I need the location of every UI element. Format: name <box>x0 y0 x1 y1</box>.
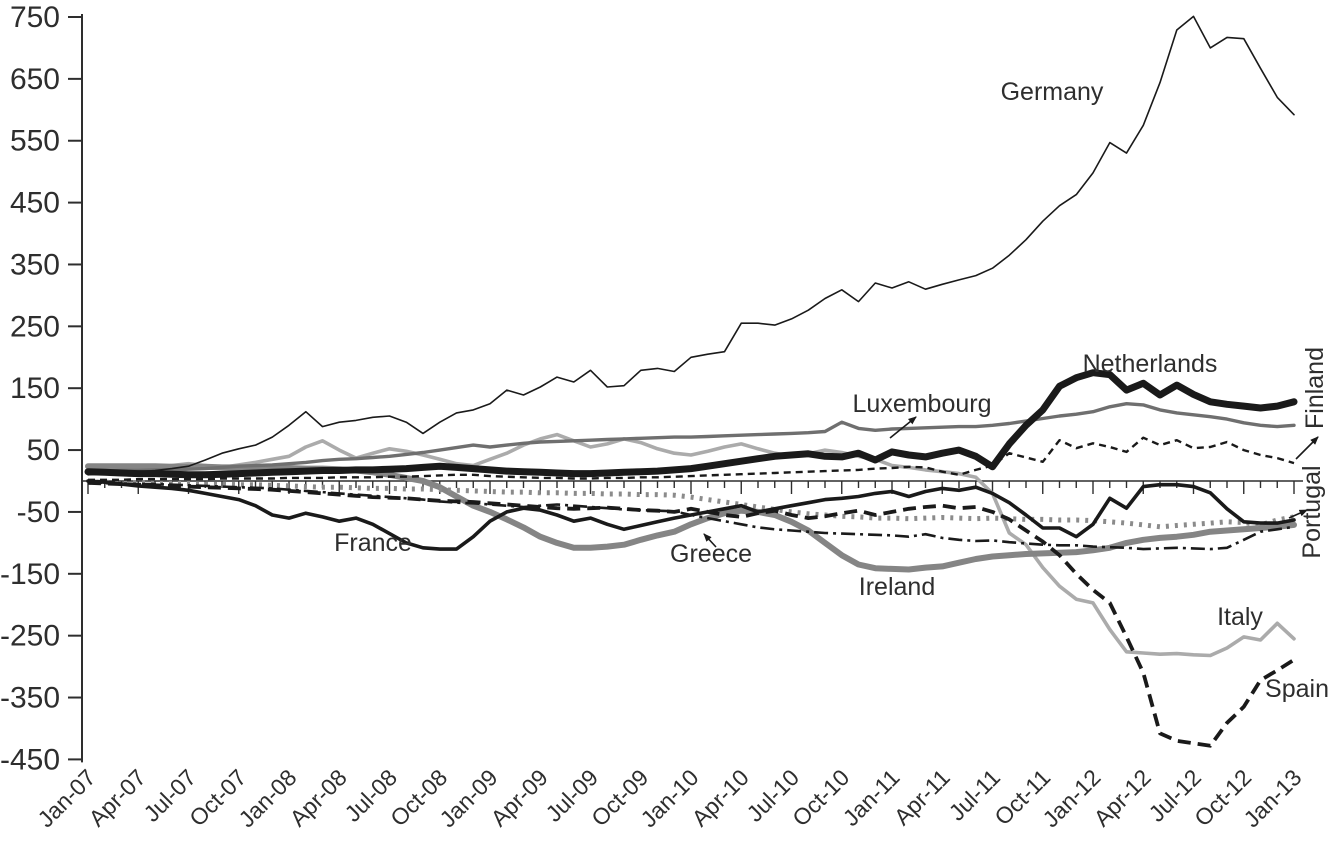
y-axis-tick-label: 750 <box>10 1 60 34</box>
series-label-finland: Finland <box>1301 347 1329 429</box>
x-axis-tick-label-group: Oct-10 <box>787 764 854 831</box>
x-axis-tick-label-group: Jan-08 <box>233 764 301 832</box>
y-axis-tick-label: 650 <box>10 63 60 96</box>
y-axis-tick-label: -50 <box>17 496 60 529</box>
y-axis-tick-label: 150 <box>10 372 60 405</box>
x-axis-tick-label: Apr-08 <box>285 764 352 831</box>
series-line-portugal <box>88 479 1295 530</box>
x-axis-tick-label: Apr-09 <box>486 764 553 831</box>
annotation-arrow-finland <box>1295 436 1319 460</box>
y-axis-tick-label: 450 <box>10 187 60 220</box>
x-axis-tick-label-group: Jan-09 <box>434 764 502 832</box>
x-axis-tick-label: Apr-12 <box>1089 764 1156 831</box>
series-line-ireland <box>85 463 1297 573</box>
x-axis-tick-label-group: Jan-10 <box>635 764 703 832</box>
x-axis-tick-label-group: Apr-10 <box>687 764 754 831</box>
series-line-spain <box>87 481 1296 748</box>
series-label-france: France <box>334 529 412 557</box>
y-axis-tick-label: -150 <box>0 558 60 591</box>
series-label-germany: Germany <box>1001 78 1104 106</box>
x-axis-tick-label: Jan-13 <box>1238 764 1306 832</box>
y-axis-tick-label: 50 <box>27 434 60 467</box>
x-axis-tick-label: Jan-09 <box>434 764 502 832</box>
x-axis-tick-label-group: Apr-09 <box>486 764 553 831</box>
y-axis-tick-label: -450 <box>0 743 60 776</box>
series-line-france <box>86 479 1296 551</box>
y-axis-tick-label: 250 <box>10 310 60 343</box>
x-axis-tick-label: Jan-08 <box>233 764 301 832</box>
annotation-arrow-portugal <box>1288 509 1308 519</box>
x-axis-tick-label: Apr-10 <box>687 764 754 831</box>
series-line-netherlands <box>84 369 1298 479</box>
series-label-greece: Greece <box>670 540 752 568</box>
series-label-netherlands: Netherlands <box>1083 350 1218 378</box>
x-axis-tick-label-group: Jan-11 <box>838 764 905 831</box>
x-axis-tick-label-group: Apr-12 <box>1089 764 1156 831</box>
x-axis-tick-label: Jan-12 <box>1037 764 1105 832</box>
series-label-spain: Spain <box>1265 675 1329 703</box>
x-axis-tick-label-group: Apr-08 <box>285 764 352 831</box>
x-axis-tick-label-group: Apr-11 <box>889 764 955 830</box>
x-axis-tick-label: Apr-11 <box>889 764 955 830</box>
x-axis-tick-label-group: Apr-07 <box>84 764 151 831</box>
y-axis-tick-label: -250 <box>0 620 60 653</box>
series-line-luxembourg <box>86 402 1296 473</box>
y-axis-tick-label: 350 <box>10 248 60 281</box>
series-label-portugal: Portugal <box>1298 465 1326 558</box>
series-line-finland <box>88 436 1295 481</box>
x-axis-tick-label-group: Jan-12 <box>1037 764 1105 832</box>
annotation-arrow-greece <box>703 533 717 548</box>
series-line-germany <box>87 15 1295 476</box>
x-axis-tick-label: Jan-10 <box>635 764 703 832</box>
x-axis-tick-label: Oct-10 <box>787 764 854 831</box>
annotation-arrow-luxembourg <box>889 416 917 439</box>
x-axis-tick-label-group: Jan-13 <box>1238 764 1306 832</box>
y-axis-tick-label: 550 <box>10 125 60 158</box>
series-line-italy <box>86 432 1296 658</box>
series-label-italy: Italy <box>1217 603 1263 631</box>
y-axis-tick-label: -350 <box>0 682 60 715</box>
series-label-ireland: Ireland <box>859 573 935 601</box>
x-axis-tick-label: Jan-11 <box>838 764 905 831</box>
series-label-luxembourg: Luxembourg <box>853 390 992 418</box>
x-axis-tick-label: Apr-07 <box>84 764 151 831</box>
